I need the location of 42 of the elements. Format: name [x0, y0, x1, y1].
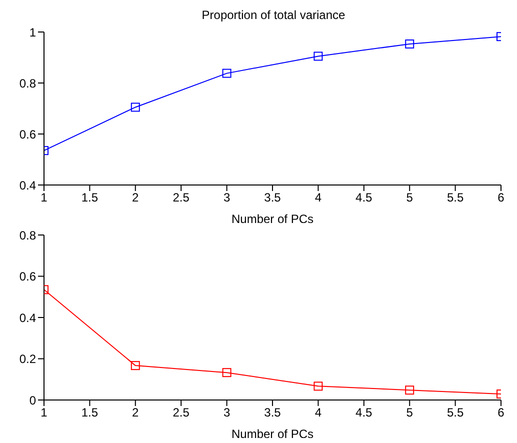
point: [222, 68, 232, 78]
x-tick-label: 2.5: [172, 406, 190, 420]
x-tick-label: 1.5: [81, 190, 98, 205]
y-tick-label: 0.6: [19, 127, 36, 142]
x-axis-title: Number of PCs: [231, 427, 314, 441]
x-tick-label: 2: [132, 406, 140, 420]
x-tick-label: 4.5: [356, 406, 373, 420]
y-tick-label: 0.6: [19, 270, 36, 284]
x-tick-label: 5.5: [446, 406, 464, 420]
point: [130, 102, 140, 112]
y-tick-label: 0.4: [19, 178, 36, 192]
point: [130, 361, 140, 370]
x-tick-label: 3.5: [264, 190, 282, 205]
x-tick-label: 3: [223, 406, 230, 420]
point: [222, 368, 232, 378]
x-tick-label: 2: [132, 190, 140, 205]
x-tick-label: 4: [314, 406, 322, 420]
y-tick-label: 0.8: [19, 228, 36, 242]
x-tick-label: 1: [40, 406, 48, 420]
x-tick-label: 4: [314, 190, 322, 205]
y-tick-label: 0.4: [19, 310, 36, 325]
point: [405, 386, 414, 395]
x-tick-label: 6: [498, 190, 505, 205]
x-tick-label: 5: [406, 190, 414, 205]
point: [314, 382, 323, 391]
x-tick-label: 3.5: [264, 406, 282, 420]
x-tick-label: 3: [223, 190, 230, 205]
point: [405, 39, 414, 48]
x-tick-label: 1.5: [81, 406, 98, 420]
x-tick-label: 1: [40, 190, 48, 205]
chart-title: Proportion of total variance: [200, 8, 346, 24]
y-tick-label: 1: [29, 25, 36, 40]
x-tick-label: 6: [498, 406, 505, 420]
x-tick-label: 2.5: [172, 190, 190, 205]
y-tick-label: 0.8: [19, 76, 36, 90]
x-tick-label: 5.5: [446, 190, 464, 205]
y-tick-label: 0.2: [19, 352, 36, 366]
x-axis-title: Number of PCs: [231, 212, 314, 226]
x-tick-label: 5: [406, 406, 414, 420]
y-tick-label: 0: [29, 393, 36, 408]
x-tick-label: 4.5: [356, 190, 373, 205]
point: [314, 52, 323, 61]
